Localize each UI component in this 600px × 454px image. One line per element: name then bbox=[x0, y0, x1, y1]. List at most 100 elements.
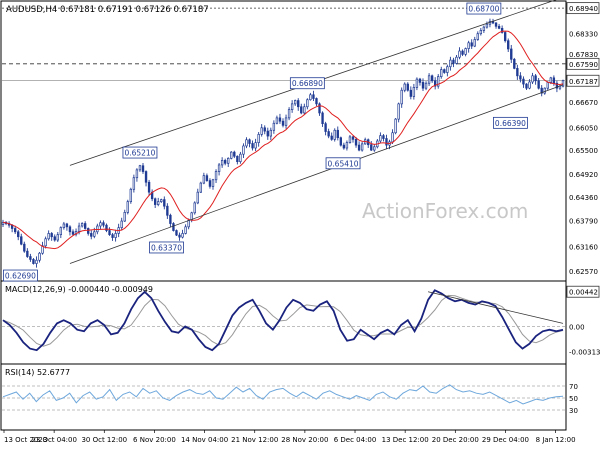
watermark: ActionForex.com bbox=[362, 199, 528, 223]
candle-body bbox=[406, 83, 409, 91]
candle-body bbox=[114, 233, 117, 238]
channel-lower-line bbox=[69, 84, 564, 264]
annotation-label: 0.66390 bbox=[495, 119, 526, 128]
candle-body bbox=[446, 66, 449, 73]
candle-body bbox=[379, 135, 382, 142]
rsi-line bbox=[2, 384, 564, 405]
candle-body bbox=[561, 80, 565, 87]
candle-body bbox=[223, 160, 227, 164]
price-tick-label: 0.62570 bbox=[569, 268, 598, 276]
price-panel-frame bbox=[0, 0, 567, 282]
candle-body bbox=[430, 75, 434, 82]
candle-body bbox=[32, 259, 35, 264]
candle-body bbox=[464, 48, 467, 55]
x-tick-label: 6 Dec 04:00 bbox=[334, 436, 377, 444]
candle-body bbox=[163, 199, 166, 207]
candle-body bbox=[409, 89, 413, 97]
candle-body bbox=[318, 103, 321, 114]
x-tick-label: 23 Oct 04:00 bbox=[31, 436, 77, 444]
candle-body bbox=[290, 103, 294, 110]
candle-body bbox=[96, 225, 99, 233]
candle-body bbox=[324, 123, 327, 132]
candle-body bbox=[87, 228, 90, 234]
candle-body bbox=[287, 109, 291, 119]
candle-body bbox=[327, 131, 330, 137]
candle-body bbox=[144, 171, 148, 183]
candle-body bbox=[90, 233, 93, 237]
candle-body bbox=[111, 234, 114, 238]
candle-body bbox=[348, 136, 352, 144]
candle-body bbox=[382, 135, 385, 139]
moving-average-line bbox=[2, 30, 564, 250]
price-tick-box bbox=[566, 74, 600, 87]
candle-body bbox=[275, 117, 279, 124]
candle-body bbox=[56, 234, 59, 241]
candle-body bbox=[187, 219, 190, 228]
annotation-label: 0.65210 bbox=[124, 149, 155, 158]
candle-body bbox=[293, 100, 297, 105]
price-tick-label: 0.63790 bbox=[569, 218, 598, 226]
candle-body bbox=[13, 228, 17, 233]
candle-body bbox=[528, 81, 531, 89]
candle-body bbox=[157, 201, 160, 205]
candle-body bbox=[248, 139, 251, 144]
candle-body bbox=[391, 132, 394, 143]
x-tick-label: 14 Nov 04:00 bbox=[181, 436, 228, 444]
candle-body bbox=[38, 252, 41, 261]
candle-body bbox=[178, 234, 181, 238]
candle-body bbox=[160, 199, 163, 203]
candle-body bbox=[175, 230, 178, 236]
candle-body bbox=[385, 138, 388, 146]
candle-body bbox=[440, 69, 443, 77]
candle-body bbox=[513, 58, 516, 69]
candle-body bbox=[433, 80, 437, 87]
candle-body bbox=[345, 142, 349, 149]
candle-body bbox=[312, 94, 315, 99]
candle-body bbox=[370, 144, 373, 151]
candle-body bbox=[330, 135, 333, 140]
candle-body bbox=[251, 143, 254, 149]
price-tick-box bbox=[566, 57, 600, 70]
annotation-box bbox=[493, 116, 528, 129]
candle-body bbox=[284, 117, 288, 126]
price-tick-label: 0.68940 bbox=[569, 5, 598, 13]
candle-body bbox=[272, 122, 276, 131]
macd-tick-box bbox=[566, 285, 600, 298]
x-tick-label: 13 Oct 2023 bbox=[4, 436, 47, 444]
candle-body bbox=[394, 118, 397, 134]
candle-body bbox=[147, 181, 151, 193]
candle-body bbox=[354, 138, 358, 146]
candle-body bbox=[199, 182, 203, 193]
candle-body bbox=[211, 179, 215, 187]
candle-body bbox=[555, 82, 559, 89]
candle-body bbox=[181, 233, 184, 238]
rsi-tick-label: 30 bbox=[569, 407, 578, 415]
candle-body bbox=[227, 157, 230, 164]
x-tick-label: 13 Dec 12:00 bbox=[382, 436, 429, 444]
candle-body bbox=[17, 231, 20, 238]
candle-body bbox=[546, 82, 549, 89]
candle-body bbox=[26, 250, 29, 257]
price-tick-label: 0.67187 bbox=[569, 78, 598, 86]
annotation-box bbox=[466, 2, 502, 15]
price-tick-label: 0.66670 bbox=[569, 99, 598, 107]
candle-body bbox=[321, 112, 324, 125]
annotation-label: 0.62690 bbox=[5, 272, 36, 281]
axis-layer: 0.68940 0.68330 0.67830 0.67590 0.67187 0.666… bbox=[3, 2, 600, 444]
candle-body bbox=[403, 83, 406, 91]
x-tick-label: 21 Nov 12:00 bbox=[231, 436, 278, 444]
candle-body bbox=[470, 42, 473, 47]
candle-body bbox=[510, 48, 513, 60]
candle-body bbox=[412, 87, 416, 97]
candle-body bbox=[476, 33, 479, 40]
candle-body bbox=[452, 59, 455, 64]
candle-body bbox=[233, 151, 236, 157]
candle-body bbox=[263, 127, 266, 132]
candle-body bbox=[537, 80, 540, 89]
macd-header: MACD(12,26,9) -0.000440 -0.000949 bbox=[5, 285, 153, 294]
candle-body bbox=[132, 177, 136, 190]
candle-body bbox=[357, 144, 361, 151]
candle-body bbox=[23, 243, 26, 252]
price-tick-label: 0.64920 bbox=[569, 171, 598, 179]
candle-body bbox=[184, 226, 187, 234]
